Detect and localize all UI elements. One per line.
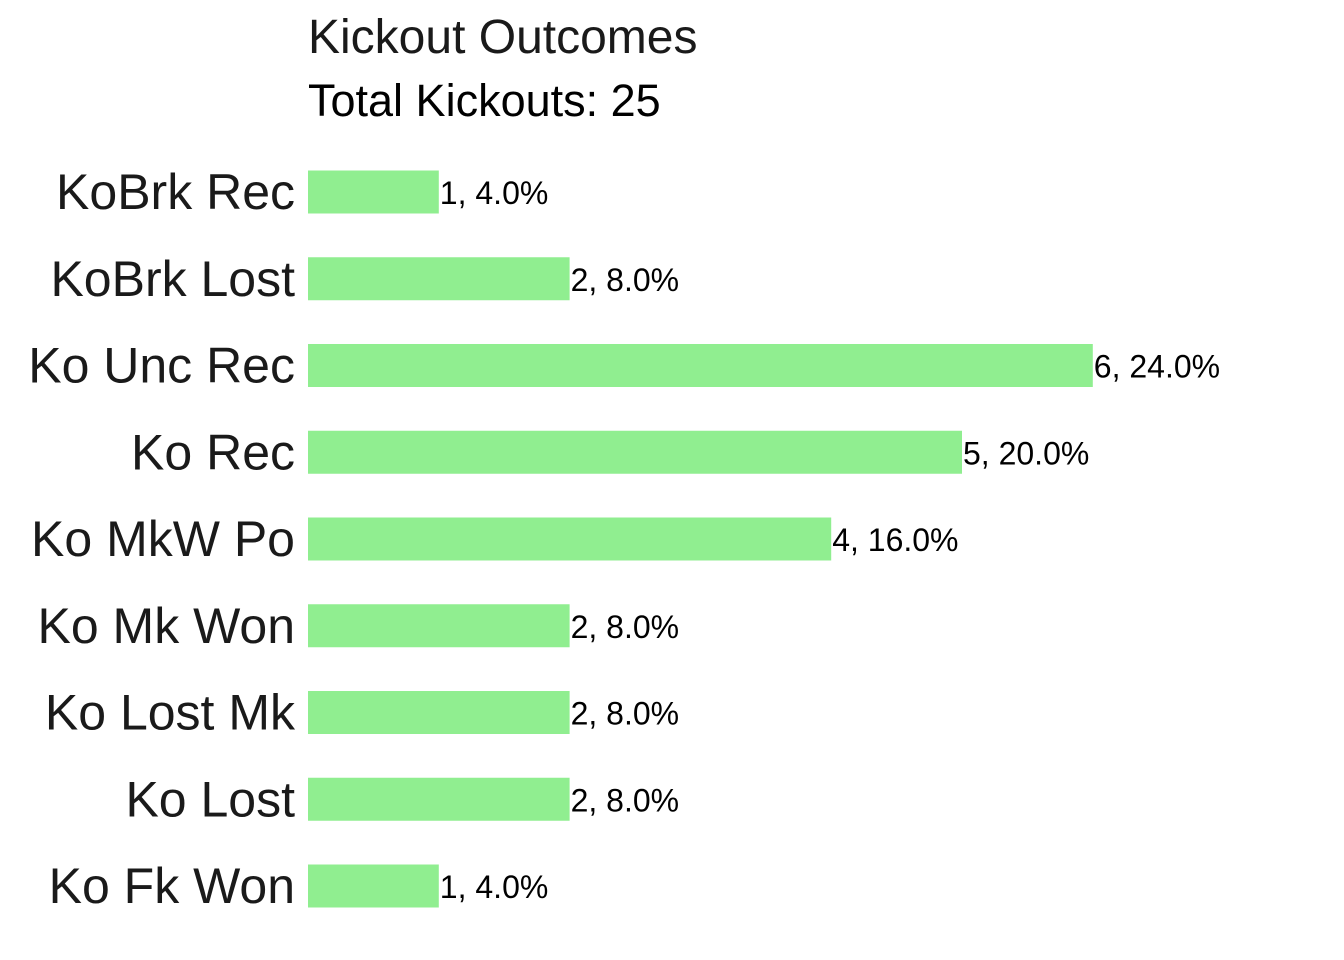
bar-data-label: 2, 8.0% [571,696,680,732]
bar-ko-lost-mk [308,691,570,734]
bar-data-label: 2, 8.0% [571,262,680,298]
bar-data-label: 2, 8.0% [571,782,680,818]
category-label: KoBrk Rec [56,164,295,220]
data-labels-group: 1, 4.0% 2, 8.0% 6, 24.0% 5, 20.0% 4, 16.0% 2,… [440,175,1220,905]
bar-data-label: 4, 16.0% [832,522,958,558]
category-label: Ko Mk Won [38,598,296,654]
bar-kobrk-lost [308,257,570,301]
bar-ko-lost [308,777,570,821]
category-label: Ko Lost [125,771,295,827]
bar-ko-unc-rec [308,344,1093,387]
bars-group [308,170,1093,908]
bar-data-label: 2, 8.0% [571,609,680,645]
category-label: Ko Fk Won [49,858,295,914]
chart-subtitle: Total Kickouts: 25 [308,75,661,126]
category-label: Ko Unc Rec [28,338,295,394]
bar-ko-mkw-po [308,517,832,561]
bar-data-label: 1, 4.0% [440,175,549,211]
category-label: Ko Rec [131,424,295,480]
chart-title: Kickout Outcomes [308,11,697,64]
bar-data-label: 1, 4.0% [440,869,549,905]
category-label: Ko MkW Po [31,511,295,567]
category-labels-group: KoBrk Rec KoBrk Lost Ko Unc Rec Ko Rec Ko Mk… [28,164,296,914]
bar-ko-rec [308,430,962,474]
category-label: Ko Lost Mk [45,685,296,741]
bar-ko-fk-won [308,864,439,908]
bar-kobrk-rec [308,170,439,214]
category-label: KoBrk Lost [50,251,295,307]
bar-data-label: 6, 24.0% [1094,349,1220,385]
bar-data-label: 5, 20.0% [963,435,1089,471]
bar-ko-mk-won [308,604,570,648]
